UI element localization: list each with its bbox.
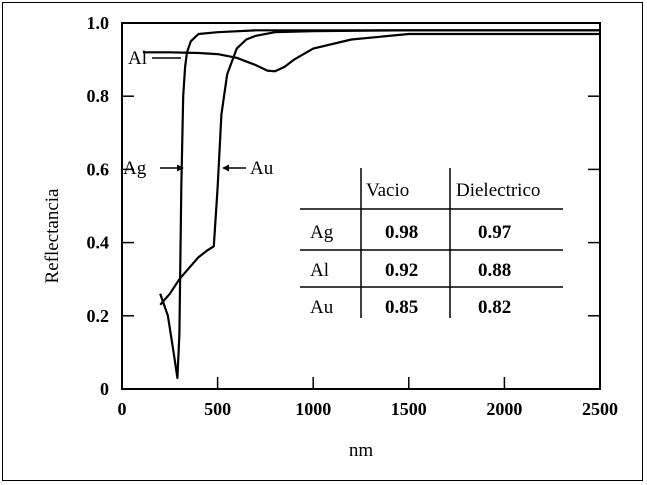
series-label-al: Al	[128, 48, 147, 69]
y-tick-label: 0.6	[87, 159, 110, 179]
au-arrow-head	[222, 165, 229, 172]
table-cell-au-dielectrico: 0.82	[478, 297, 511, 318]
x-axis-label: nm	[349, 440, 374, 461]
table-header-vacio: Vacio	[366, 180, 409, 201]
y-tick-label: 1.0	[87, 13, 110, 33]
x-tick-label: 1500	[391, 399, 427, 419]
x-tick-label: 2000	[486, 399, 522, 419]
y-tick-label: 0	[100, 379, 109, 399]
x-tick-label: 1000	[295, 399, 331, 419]
x-tick-label: 0	[118, 399, 127, 419]
x-tick-label: 500	[204, 399, 231, 419]
series-line-al	[143, 34, 600, 71]
y-axis-label: Reflectancia	[42, 188, 63, 284]
table-row-label-au: Au	[310, 297, 334, 318]
y-tick-label: 0.4	[87, 233, 110, 253]
series-label-au: Au	[250, 158, 274, 179]
table-cell-al-dielectrico: 0.88	[478, 260, 511, 281]
y-tick-label: 0.2	[87, 306, 110, 326]
table-row-label-ag: Ag	[310, 222, 334, 243]
x-tick-label: 2500	[582, 399, 618, 419]
series-group	[143, 30, 600, 378]
table-row-label-al: Al	[310, 260, 329, 281]
table-header-dielectrico: Dielectrico	[456, 180, 540, 201]
axis-ticks: 0 500 1000 1500 2000 2500 0 0.2 0.4 0.6 0.8 1.0	[87, 13, 619, 419]
table-cell-au-vacio: 0.85	[385, 297, 418, 318]
y-tick-label: 0.8	[87, 86, 110, 106]
series-label-ag: Ag	[123, 158, 147, 179]
ag-arrow-head	[177, 165, 184, 172]
reflectance-table: Vacio Dielectrico Ag 0.98 0.97 Al 0.92 0…	[300, 168, 563, 318]
table-cell-ag-dielectrico: 0.97	[478, 222, 512, 243]
table-cell-al-vacio: 0.92	[385, 260, 418, 281]
table-cell-ag-vacio: 0.98	[385, 222, 418, 243]
